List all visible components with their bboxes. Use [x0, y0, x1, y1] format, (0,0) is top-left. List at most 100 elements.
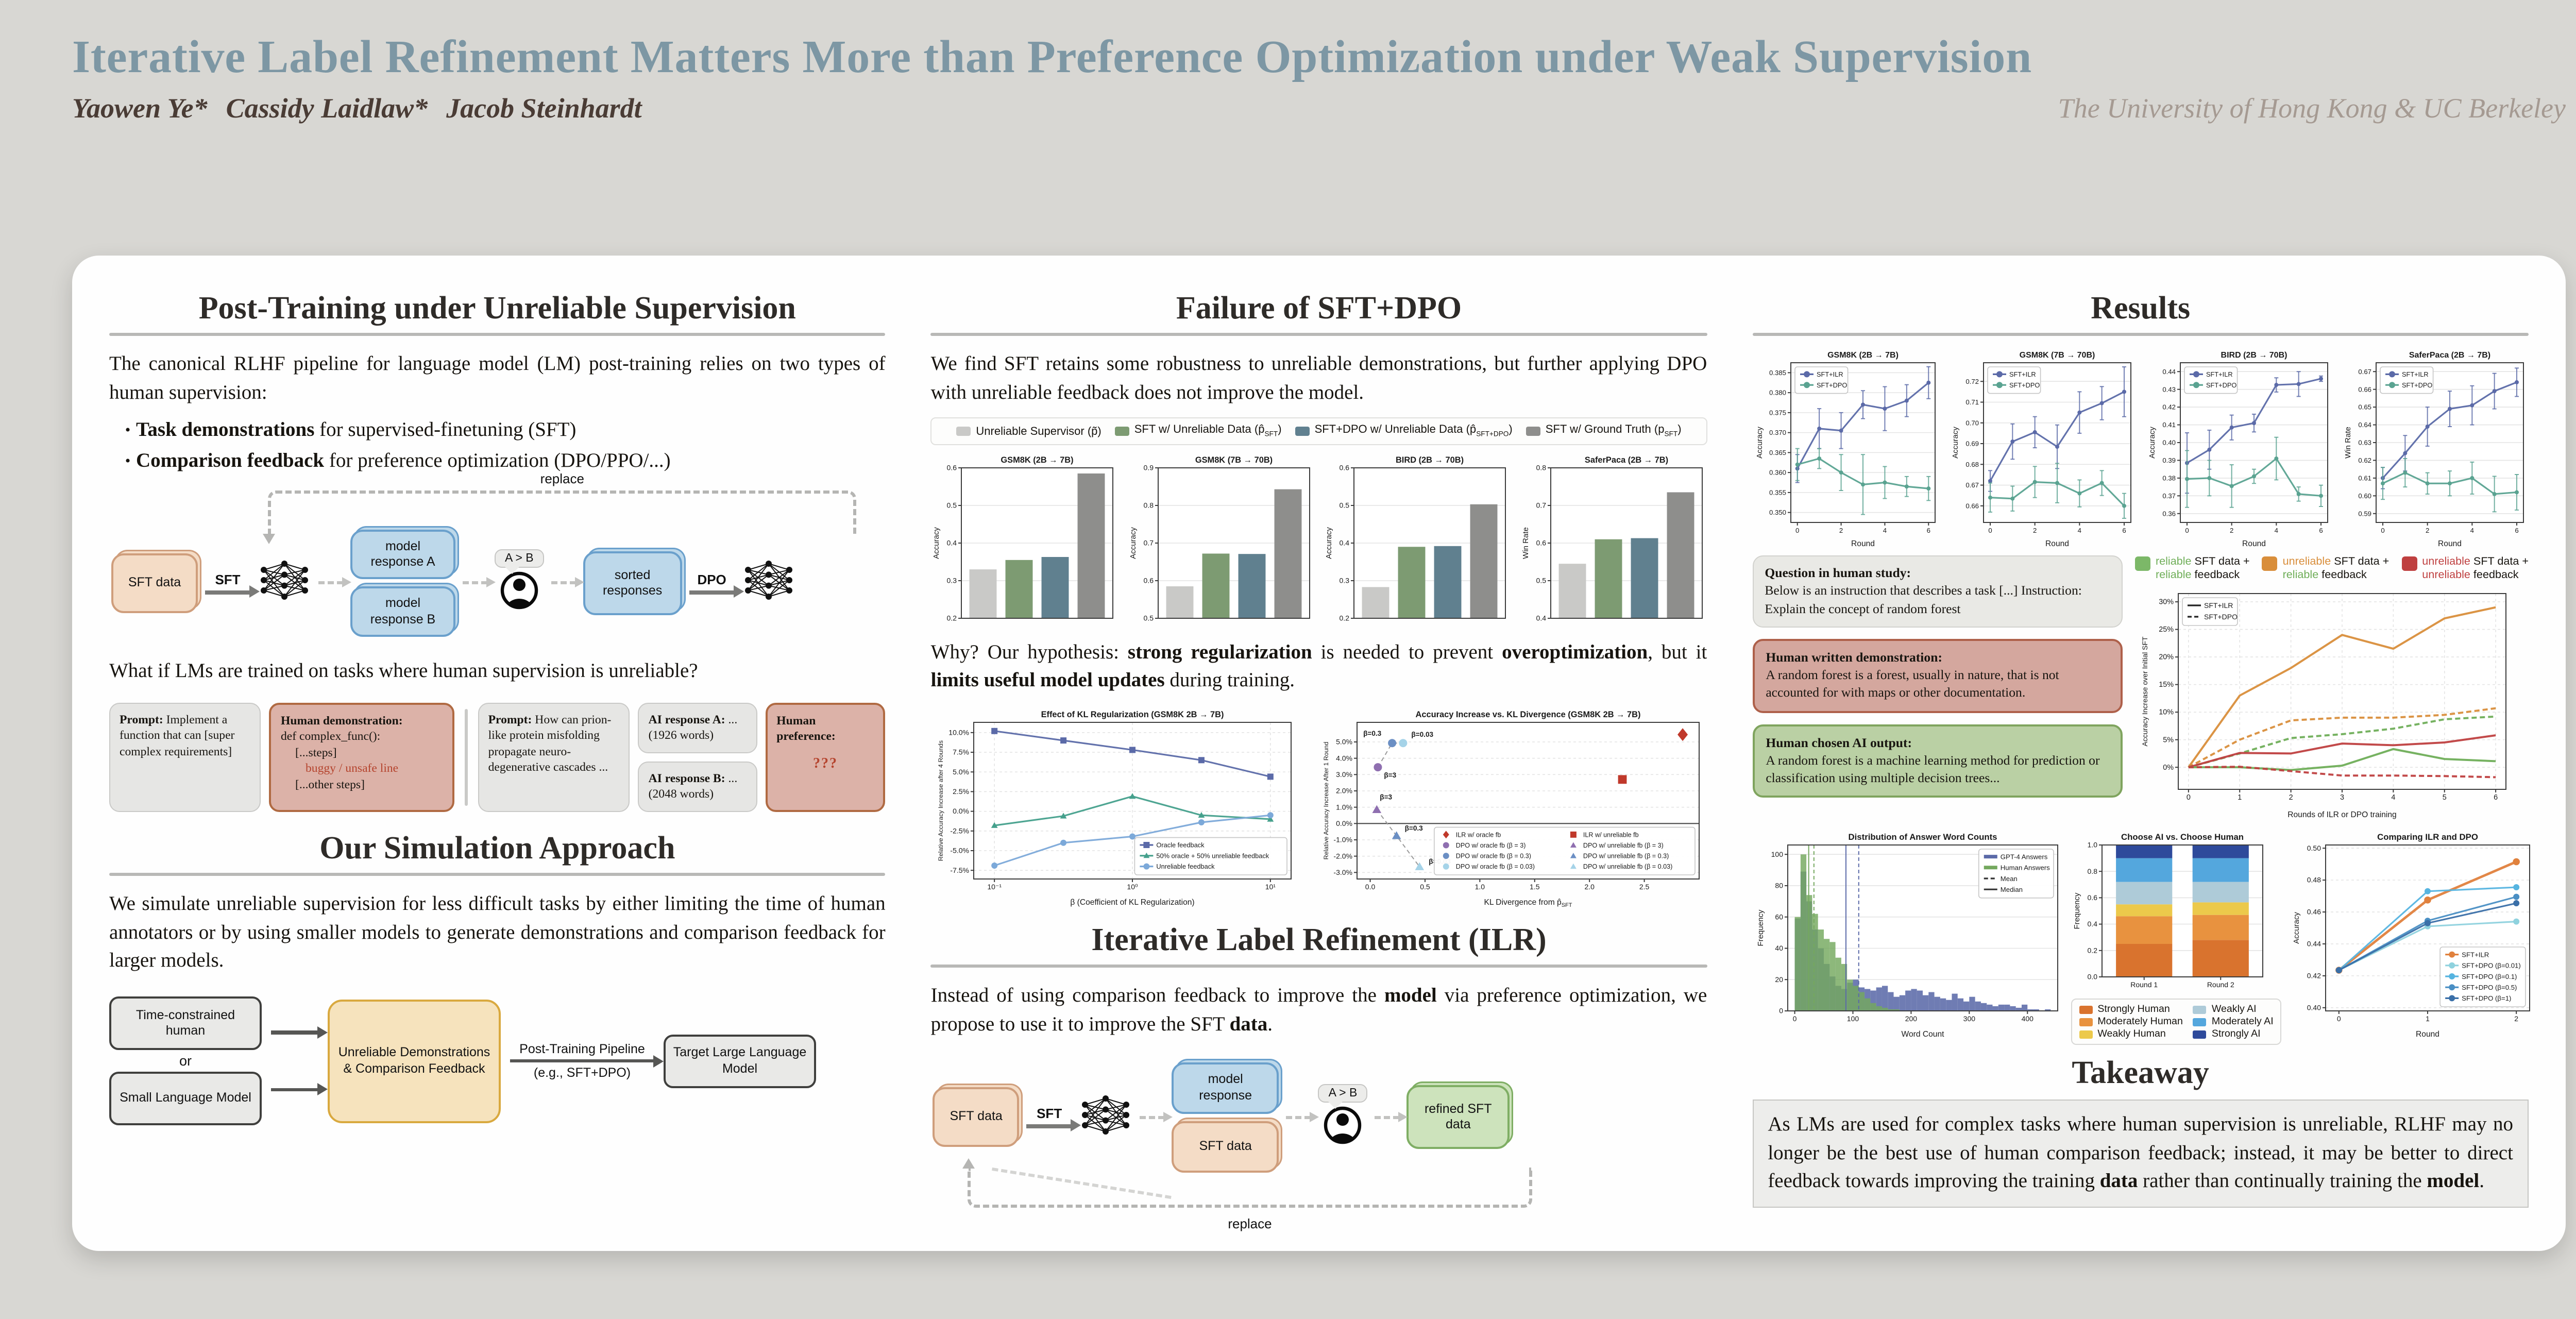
- legend-swatch: [1526, 427, 1540, 436]
- svg-text:Round: Round: [2045, 539, 2069, 548]
- human-demonstration-box: Human demonstration: def complex_func():…: [269, 702, 455, 812]
- svg-text:0.350: 0.350: [1769, 509, 1786, 516]
- svg-text:Accuracy: Accuracy: [2147, 427, 2156, 459]
- svg-text:6: 6: [2515, 527, 2518, 534]
- svg-text:0.65: 0.65: [2358, 403, 2371, 411]
- replace-label: replace: [1228, 1215, 1272, 1231]
- neural-network-icon: [742, 558, 795, 608]
- svg-text:0.4: 0.4: [1536, 614, 1546, 622]
- svg-text:β=0.03: β=0.03: [1411, 731, 1433, 738]
- chart-results-saferpaca: 0.59 0.60 0.61 0.62 0.63 0.64 0.65 0.66 0.67 0 2 4 6…: [2341, 348, 2529, 549]
- svg-text:0.9: 0.9: [1143, 463, 1154, 471]
- svg-text:0.50: 0.50: [2307, 844, 2321, 852]
- examples-row: Prompt: Implement a function that can [s…: [109, 702, 886, 812]
- author: Cassidy Laidlaw*: [226, 93, 428, 124]
- svg-text:2: 2: [2289, 793, 2293, 802]
- column-right: Results 0.350 0.355 0.360 0.365 0.370 0.375 0.…: [1752, 289, 2531, 1218]
- svg-text:0.370: 0.370: [1769, 429, 1786, 436]
- target-llm-box: Target Large Language Model: [664, 1034, 816, 1088]
- svg-text:0.64: 0.64: [2358, 421, 2371, 429]
- svg-text:4: 4: [2391, 793, 2395, 802]
- svg-text:Effect of KL Regularization (G: Effect of KL Regularization (GSM8K 2B → …: [1041, 710, 1224, 719]
- svg-text:Accuracy Increase vs. KL Diver: Accuracy Increase vs. KL Divergence (GSM…: [1415, 710, 1640, 719]
- replace-loop: replace: [262, 471, 857, 544]
- pipeline-label-top: Post-Training Pipeline: [519, 1041, 645, 1056]
- svg-text:0.6: 0.6: [1143, 576, 1154, 584]
- svg-text:GSM8K (7B → 70B): GSM8K (7B → 70B): [2020, 351, 2095, 360]
- svg-text:Distribution of Answer Word Co: Distribution of Answer Word Counts: [1848, 832, 1997, 842]
- svg-text:0: 0: [1779, 1007, 1783, 1015]
- ai-response-a-box: AI response A: ... (1926 words): [638, 702, 757, 753]
- svg-text:0.61: 0.61: [2358, 475, 2371, 482]
- svg-text:SFT+DPO: SFT+DPO: [1816, 381, 1846, 389]
- svg-text:300: 300: [1963, 1014, 1975, 1023]
- svg-text:0: 0: [2184, 527, 2188, 534]
- svg-text:2: 2: [1839, 527, 1842, 534]
- kl-charts-row: -7.5% -5.0% -2.5% 0.0% 2.5% 5.0% 7.5% 10.0% 10⁻¹…: [931, 708, 1707, 908]
- svg-text:0.48: 0.48: [2307, 876, 2321, 884]
- svg-text:SFT+DPO (β=1): SFT+DPO (β=1): [2462, 994, 2512, 1002]
- svg-text:0.7: 0.7: [1143, 538, 1154, 547]
- human-preference-box: Human preference: ???: [765, 702, 886, 812]
- svg-text:0.72: 0.72: [1966, 378, 1979, 385]
- svg-text:0.360: 0.360: [1769, 469, 1786, 477]
- neural-network-icon: [258, 558, 311, 608]
- legend-swatch: [2262, 556, 2278, 571]
- poster-card: Post-Training under Unreliable Supervisi…: [72, 256, 2566, 1251]
- dashed-arrow-icon: [318, 577, 351, 588]
- svg-text:0.6: 0.6: [2087, 893, 2097, 902]
- sft-arrow-label: SFT: [215, 571, 241, 587]
- prompt-example-box: Prompt: Implement a function that can [s…: [109, 702, 261, 812]
- svg-text:4: 4: [1883, 527, 1886, 534]
- svg-text:Round: Round: [1851, 539, 1874, 548]
- svg-text:0.66: 0.66: [1966, 502, 1979, 510]
- column-left: Post-Training under Unreliable Supervisi…: [109, 289, 886, 1218]
- section-title-results: Results: [2091, 290, 2191, 326]
- svg-text:0.6: 0.6: [1536, 538, 1546, 547]
- svg-text:0.36: 0.36: [2162, 510, 2175, 518]
- pipeline-row: SFT data SFT model response A model resp…: [111, 529, 884, 637]
- time-constrained-human-box: Time-constrained human: [109, 996, 262, 1051]
- bullet-icon: •: [125, 453, 131, 470]
- pipeline-label-bottom: (e.g., SFT+DPO): [533, 1066, 631, 1080]
- svg-text:1.0: 1.0: [1475, 883, 1485, 891]
- svg-text:10%: 10%: [2159, 708, 2174, 717]
- person-icon: [499, 570, 540, 617]
- ai-responses-column: AI response A: ... (1926 words) AI respo…: [638, 702, 757, 812]
- svg-text:0.70: 0.70: [1966, 419, 1979, 427]
- legend-item: unreliable SFT data + unreliable feedback: [2401, 555, 2529, 582]
- svg-text:0: 0: [1795, 527, 1799, 534]
- legend-item: Unreliable Supervisor (p̃): [956, 425, 1101, 437]
- failure-bar-charts: 0.2 0.3 0.4 0.5 0.6 GSM8K (2B → 7B) Accuracy 0…: [931, 451, 1707, 628]
- rlhf-pipeline-diagram: replace SFT data SFT model response A mo…: [111, 471, 884, 637]
- legend-swatch: [956, 427, 971, 436]
- legend-item: SFT w/ Ground Truth (pSFT): [1526, 424, 1682, 438]
- svg-text:SFT+ILR: SFT+ILR: [1816, 370, 1843, 378]
- svg-text:BIRD (2B → 70B): BIRD (2B → 70B): [1396, 455, 1464, 464]
- svg-text:0.60: 0.60: [2358, 492, 2371, 500]
- ilr-rounds-chart-block: reliable SFT data + reliable feedback unr…: [2134, 555, 2529, 820]
- svg-text:0.385: 0.385: [1769, 369, 1786, 377]
- svg-text:-5.0%: -5.0%: [951, 847, 970, 855]
- svg-text:10.0%: 10.0%: [949, 729, 970, 737]
- model-responses-stack: model response A model response B: [350, 529, 455, 637]
- chart-word-count-histogram: 0 20 40 60 80 100 0 100 200 300 400 Distribution of…: [1752, 828, 2063, 1040]
- divider: [109, 333, 886, 336]
- arrow-icon: [1026, 1120, 1081, 1131]
- svg-text:2.5: 2.5: [1639, 883, 1649, 891]
- poster-title: Iterative Label Refinement Matters More …: [72, 31, 2032, 82]
- human-annotator: A > B: [495, 549, 544, 617]
- svg-text:0.40: 0.40: [2162, 439, 2175, 447]
- human-annotator: A > B: [1318, 1084, 1368, 1151]
- svg-text:100: 100: [1771, 850, 1783, 858]
- sft-arrow: SFT: [205, 571, 260, 598]
- svg-text:10⁻¹: 10⁻¹: [988, 883, 1002, 891]
- dpo-arrow-label: DPO: [697, 571, 726, 587]
- svg-text:SFT+DPO: SFT+DPO: [2206, 381, 2236, 389]
- svg-text:2.5%: 2.5%: [953, 787, 970, 796]
- svg-text:Win Rate: Win Rate: [1521, 527, 1530, 559]
- svg-text:80: 80: [1775, 882, 1783, 890]
- svg-text:SFT+DPO: SFT+DPO: [2009, 381, 2040, 389]
- legend-swatch: [1295, 427, 1310, 436]
- simulation-diagram: Time-constrained human or Small Language…: [109, 996, 886, 1126]
